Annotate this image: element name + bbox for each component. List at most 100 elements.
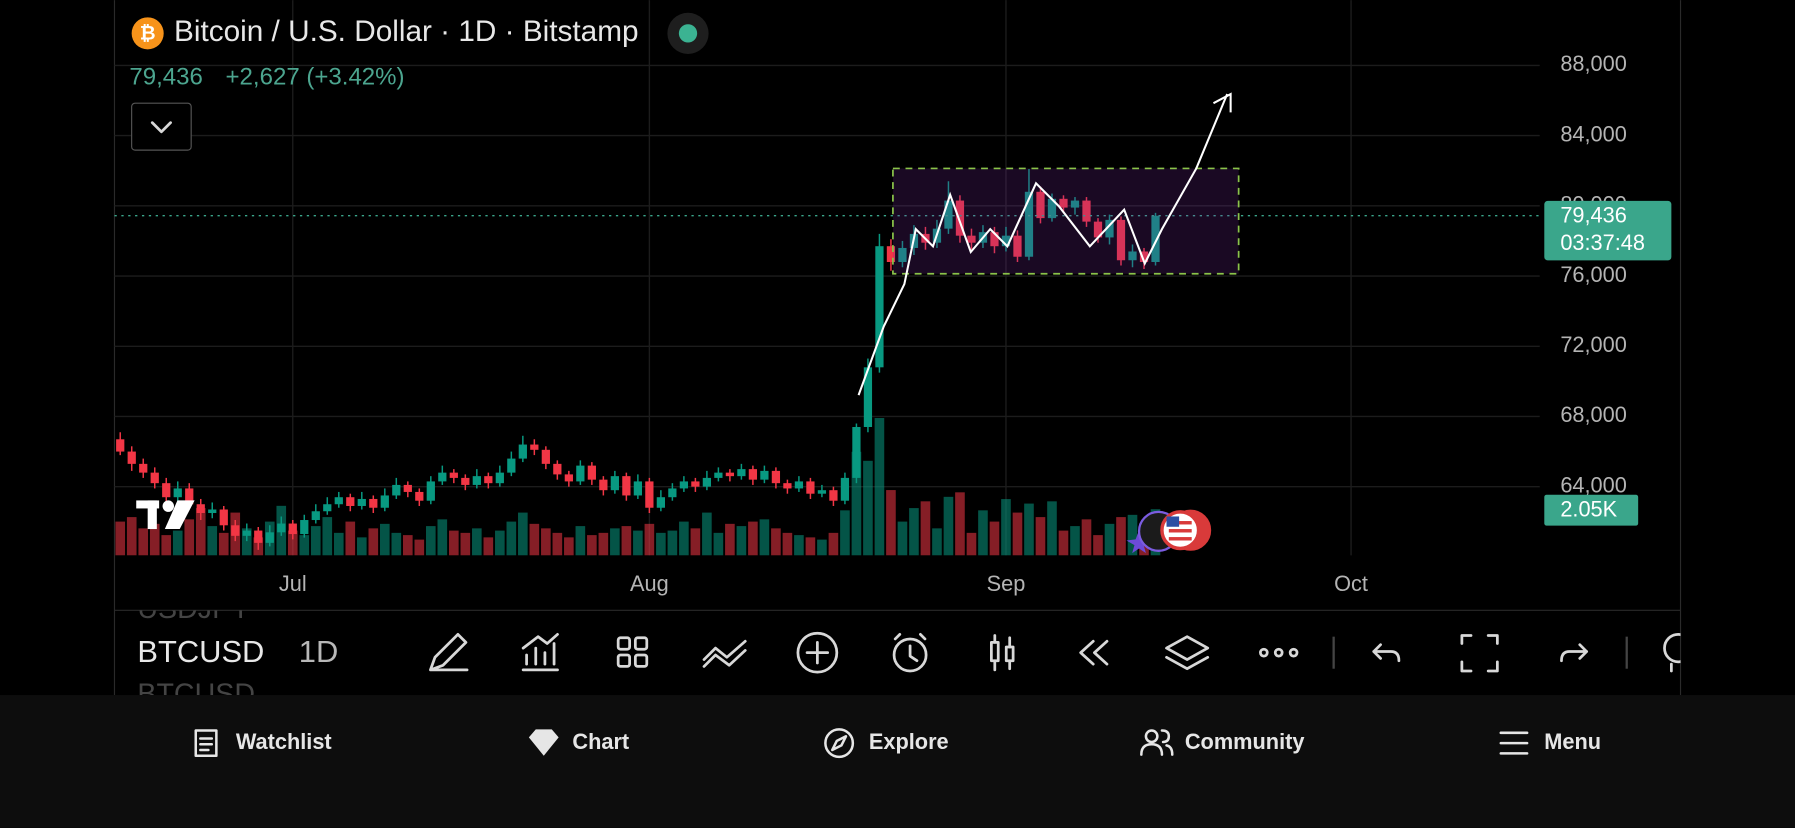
last-price-badge (1544, 200, 1672, 261)
volume-bar (725, 523, 735, 556)
volume-bar (897, 521, 908, 556)
candle-body (1116, 219, 1126, 261)
y-tick-label: 72,000 (1560, 332, 1627, 357)
volume-bar (437, 519, 448, 556)
replay-button[interactable] (1079, 639, 1109, 666)
candle-body (288, 523, 297, 535)
nav-explore[interactable]: Explore (824, 728, 949, 759)
candle-body (219, 509, 228, 526)
nav-label[interactable]: Watchlist (236, 729, 332, 754)
candle-body (346, 497, 355, 506)
candle-body (369, 498, 378, 508)
volume-bar (287, 530, 298, 556)
candle-body (277, 523, 286, 533)
volume-bar (506, 521, 517, 556)
legend-toggle[interactable] (131, 102, 192, 151)
symbol-picker[interactable]: BTCUSD (137, 634, 264, 669)
candle-body (1036, 191, 1045, 219)
candle-body (254, 530, 263, 543)
layouts-button[interactable] (616, 636, 649, 668)
volume-bar (218, 532, 229, 556)
volume-bar (207, 526, 218, 556)
candle-body (1151, 215, 1160, 263)
add-button[interactable] (796, 631, 839, 674)
volume-bar (644, 523, 655, 556)
nav-label[interactable]: Menu (1544, 729, 1601, 754)
volume-bar (138, 528, 149, 556)
volume-bar (587, 535, 597, 556)
nav-chart[interactable]: Chart (528, 729, 629, 756)
volume-bar (564, 537, 574, 556)
x-tick-label: Sep (987, 571, 1026, 596)
tradingview-logo (136, 500, 195, 530)
volume-bar (702, 512, 712, 556)
volume-bar (817, 539, 827, 556)
candle-body (265, 532, 274, 543)
candle-body (829, 490, 838, 501)
candle-body (242, 530, 251, 536)
draw-button[interactable] (429, 632, 469, 672)
compare-button[interactable] (702, 639, 747, 668)
more-button[interactable] (1259, 647, 1299, 658)
toggle-button[interactable] (131, 102, 192, 151)
candle-body (484, 476, 493, 484)
grid (114, 0, 1540, 556)
redo-button[interactable] (1560, 643, 1589, 663)
coin-symbol: ₿ (140, 23, 156, 45)
indicators-button[interactable] (521, 632, 559, 672)
arrow-head (1212, 92, 1232, 113)
candle-body (300, 520, 309, 535)
candle-body (461, 477, 470, 485)
candle-body (518, 444, 527, 459)
candle-body (691, 481, 700, 487)
nav-label[interactable]: Community (1185, 729, 1305, 754)
volume-bar (989, 521, 1000, 556)
volume-bar (771, 528, 781, 556)
volume-bar (161, 535, 172, 556)
volume-bar (598, 532, 609, 556)
candle-body (645, 481, 654, 508)
volume-bar (1116, 517, 1126, 556)
candle-body (380, 495, 389, 508)
volume-bar (529, 523, 540, 556)
volume-bar (909, 508, 919, 556)
layers-button[interactable] (1165, 635, 1210, 671)
volume-bar (460, 532, 471, 556)
candle-body (541, 449, 550, 464)
volume-bar (1127, 514, 1138, 556)
volume-bar (149, 523, 160, 556)
volume-bar (621, 526, 632, 556)
market-status-dot (678, 24, 698, 43)
volume-bar (126, 517, 137, 556)
volume-bar (518, 512, 528, 556)
fullscreen-button[interactable] (1460, 634, 1499, 673)
nav-community[interactable]: Community (1140, 729, 1305, 756)
alert-button[interactable] (892, 632, 928, 673)
y-tick-label: 88,000 (1560, 51, 1627, 76)
volume-bar (391, 532, 402, 556)
undo-button[interactable] (1372, 643, 1401, 663)
nav-menu[interactable]: Menu (1499, 729, 1601, 755)
candle-body (1024, 191, 1034, 257)
interval-picker[interactable]: 1D (299, 634, 339, 669)
symbol-prev: USDJPY (137, 593, 250, 625)
price-change: +2,627 (+3.42%) (226, 63, 405, 90)
candle-body (530, 444, 539, 450)
candle-body (553, 463, 562, 475)
candle-body (196, 504, 205, 514)
assistant-button[interactable] (1663, 632, 1691, 673)
nav-label[interactable]: Chart (572, 729, 629, 754)
chart-type-button[interactable] (989, 634, 1015, 672)
volume-bar (805, 537, 816, 556)
candle-body (415, 491, 424, 501)
volume-bar (840, 510, 850, 556)
volume-bar (978, 510, 988, 556)
nav-watchlist[interactable]: Watchlist (194, 729, 332, 757)
nav-label[interactable]: Explore (869, 729, 949, 754)
candle-body (656, 497, 665, 508)
candle-body (426, 481, 435, 501)
candle-body (599, 479, 608, 491)
candle-body (748, 469, 758, 480)
candle-body (668, 488, 677, 498)
volume-bar (241, 528, 252, 556)
